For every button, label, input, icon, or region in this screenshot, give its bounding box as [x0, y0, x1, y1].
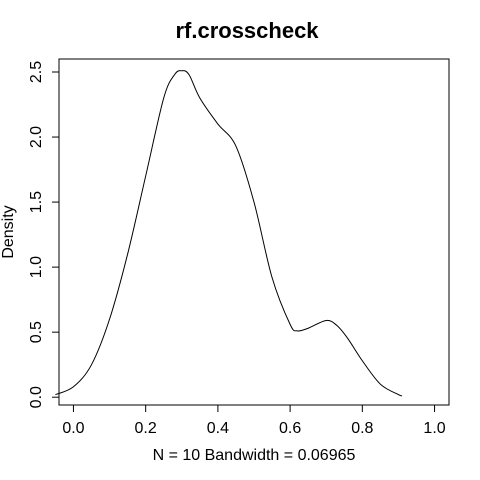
y-tick-label: 2.0 [28, 126, 45, 148]
x-tick-label: 0.0 [62, 420, 84, 437]
x-tick-label: 0.4 [207, 420, 229, 437]
chart-title: rf.crosscheck [175, 18, 319, 43]
y-tick-label: 0.0 [28, 386, 45, 408]
x-tick-label: 0.2 [135, 420, 157, 437]
y-tick-label: 1.5 [28, 191, 45, 213]
y-tick-label: 0.5 [28, 321, 45, 343]
x-axis: 0.0 0.2 0.4 0.6 0.8 1.0 [62, 404, 446, 437]
y-axis-label: Density [0, 205, 17, 258]
y-tick-label: 1.0 [28, 256, 45, 278]
series-layer [55, 70, 403, 397]
x-tick-label: 0.8 [351, 420, 373, 437]
y-axis: 0.0 0.5 1.0 1.5 2.0 2.5 [28, 61, 60, 408]
plot-frame [58, 58, 450, 406]
x-axis-label: N = 10 Bandwidth = 0.06965 [153, 447, 356, 464]
y-tick-label: 2.5 [28, 61, 45, 83]
density-line [55, 70, 403, 397]
x-tick-label: 0.6 [279, 420, 301, 437]
x-tick-label: 1.0 [423, 420, 445, 437]
